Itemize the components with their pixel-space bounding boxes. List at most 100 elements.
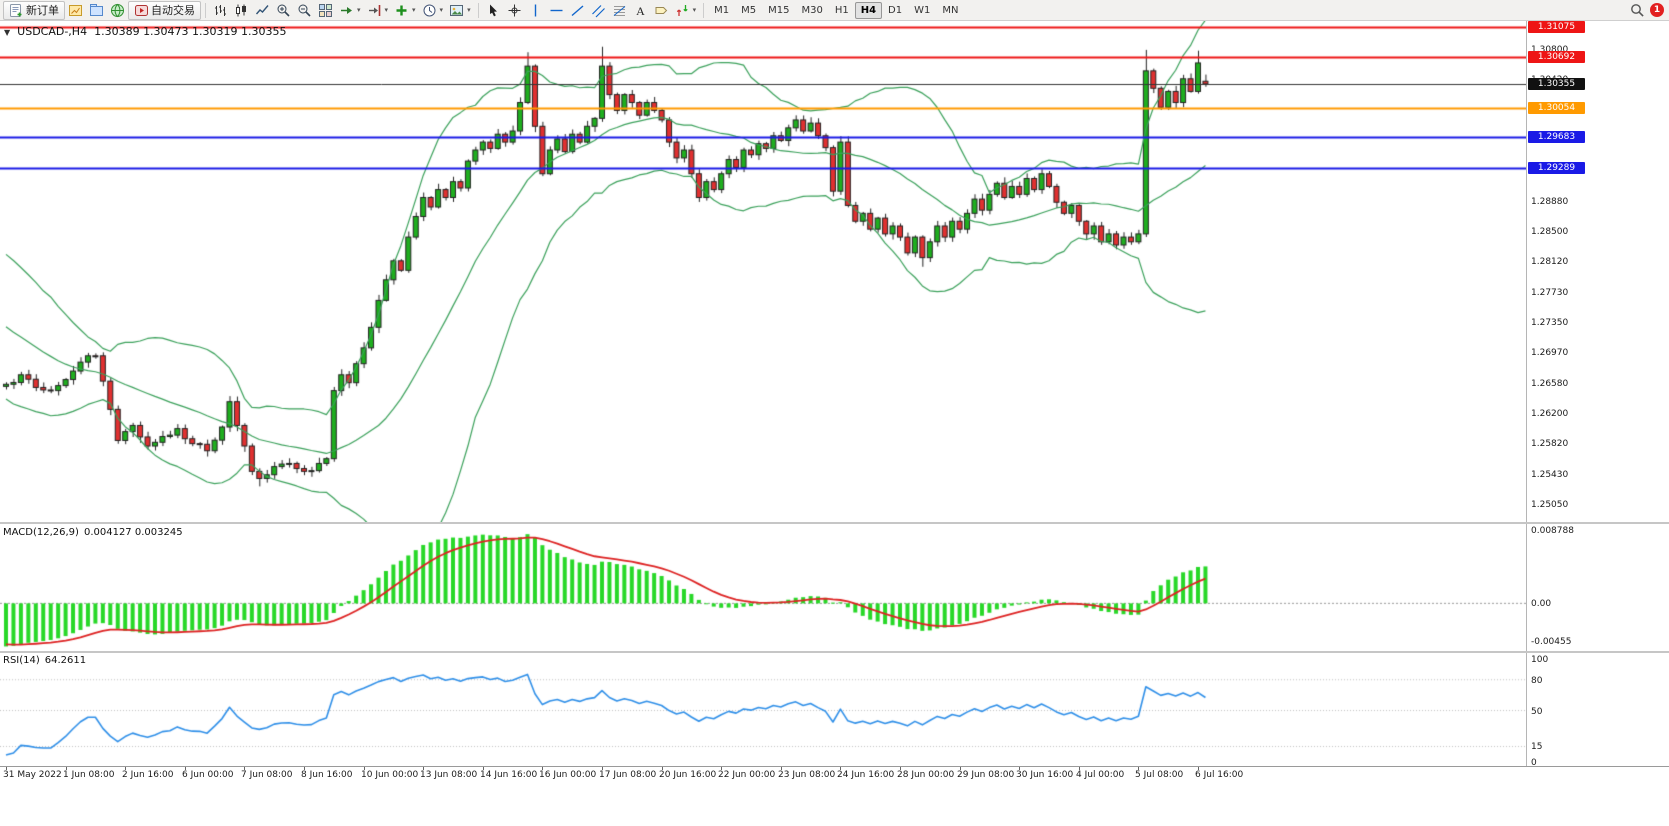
horizontal-line-button[interactable] xyxy=(546,1,567,20)
cursor-icon xyxy=(486,3,501,18)
time-axis[interactable]: 31 May 2022 1 Jun 08:00 2 Jun 16:00 6 Jun 0… xyxy=(0,767,1669,785)
timeframe-m15[interactable]: M15 xyxy=(768,4,790,16)
toolbar-separator xyxy=(703,2,705,18)
timeframe-h1[interactable]: H1 xyxy=(834,4,849,16)
timeframe-h4[interactable]: H4 xyxy=(854,1,883,19)
toolbar-separator xyxy=(205,2,206,18)
macd-values-label: 0.004127 0.003245 xyxy=(83,527,183,538)
trendline-button[interactable] xyxy=(567,1,588,20)
time-axis-label: 7 Jun 08:00 xyxy=(241,770,293,780)
time-axis-tick xyxy=(662,767,663,770)
time-axis-tick xyxy=(840,767,841,770)
time-axis-label: 6 Jun 00:00 xyxy=(182,770,234,780)
add-indicator-icon xyxy=(394,3,409,18)
crosshair-button[interactable] xyxy=(504,1,525,20)
macd-axis-label: 0.008788 xyxy=(1531,525,1574,536)
zoom-in-button[interactable] xyxy=(273,1,294,20)
cursor-button[interactable] xyxy=(483,1,504,20)
time-axis-tick xyxy=(125,767,126,770)
chart-shift-button[interactable]: ▾ xyxy=(364,1,392,20)
rsi-panel-splitter[interactable] xyxy=(0,651,1669,653)
time-axis-label: 20 Jun 16:00 xyxy=(659,770,717,780)
label-icon xyxy=(654,3,669,18)
dropdown-arrow-icon: ▾ xyxy=(357,6,361,14)
price-level-badge[interactable]: 1.29683 xyxy=(1528,131,1585,144)
rsi-axis-label: 15 xyxy=(1531,742,1543,753)
auto-scroll-button[interactable]: ▾ xyxy=(336,1,364,20)
text-button[interactable]: A xyxy=(630,1,651,20)
time-axis-label: 6 Jul 16:00 xyxy=(1195,770,1244,780)
price-axis[interactable]: 1.308001.304201.300401.296601.292801.288… xyxy=(1527,20,1669,784)
new-chart-button[interactable] xyxy=(65,1,86,20)
timeframe-d1[interactable]: D1 xyxy=(888,4,903,16)
price-level-badge[interactable]: 1.31075 xyxy=(1528,20,1585,33)
autotrading-button[interactable]: 自动交易 xyxy=(128,0,201,20)
profiles-button[interactable] xyxy=(86,1,107,20)
timeframe-m30[interactable]: M30 xyxy=(801,4,823,16)
time-axis-tick xyxy=(6,767,7,770)
search-icon[interactable] xyxy=(1630,3,1645,18)
time-axis-label: 31 May 2022 xyxy=(3,770,62,780)
bars-button[interactable] xyxy=(210,1,231,20)
svg-text:A: A xyxy=(636,4,645,18)
dropdown-arrow-icon: ▾ xyxy=(692,6,697,14)
price-axis-label: 1.28880 xyxy=(1531,196,1569,207)
new-order-button[interactable]: 新订单 xyxy=(3,0,65,20)
rsi-panel-canvas[interactable] xyxy=(0,653,1526,766)
trendline-icon xyxy=(570,3,585,18)
fibonacci-button[interactable] xyxy=(609,1,630,20)
price-level-badge[interactable]: 1.30692 xyxy=(1528,51,1585,64)
time-axis-border xyxy=(0,766,1669,767)
zoom-out-icon xyxy=(297,3,312,18)
community-button[interactable] xyxy=(107,1,128,20)
time-axis-label: 1 Jun 08:00 xyxy=(63,770,115,780)
timeframe-w1[interactable]: W1 xyxy=(914,4,931,16)
channel-icon xyxy=(591,3,606,18)
periods-icon xyxy=(422,3,437,18)
current-price-badge[interactable]: 1.30355 xyxy=(1528,77,1585,90)
macd-panel-splitter[interactable] xyxy=(0,522,1669,524)
channel-button[interactable] xyxy=(588,1,609,20)
rsi-indicator-label: RSI(14) 64.2611 xyxy=(3,655,86,666)
timeframe-m5[interactable]: M5 xyxy=(741,4,757,16)
toolbar-separator xyxy=(477,2,479,18)
price-axis-label: 1.26580 xyxy=(1531,378,1569,389)
time-axis-tick xyxy=(483,767,484,770)
arrows-button[interactable]: ▾ xyxy=(672,1,700,20)
toolbar-right-group: 1 xyxy=(1630,3,1666,18)
macd-axis-label: 0.00 xyxy=(1531,599,1552,610)
periods-button[interactable]: ▾ xyxy=(419,1,447,20)
vline-icon xyxy=(528,3,543,18)
price-axis-label: 1.25430 xyxy=(1531,469,1569,480)
price-axis-label: 1.27730 xyxy=(1531,287,1569,298)
time-axis-label: 24 Jun 16:00 xyxy=(837,770,895,780)
arrow-label-button[interactable] xyxy=(651,1,672,20)
indicators-button[interactable]: ▾ xyxy=(391,1,419,20)
rsi-axis-label: 100 xyxy=(1531,655,1549,666)
new-order-button-label: 新订单 xyxy=(26,4,59,17)
profiles-icon xyxy=(89,3,104,18)
rsi-axis-label: 0 xyxy=(1531,757,1537,768)
candlesticks-button[interactable] xyxy=(231,1,252,20)
price-axis-label: 1.28500 xyxy=(1531,226,1569,237)
price-chart-canvas[interactable] xyxy=(0,21,1526,522)
zoom-out-button[interactable] xyxy=(294,1,315,20)
price-level-badge[interactable]: 1.30054 xyxy=(1528,101,1585,114)
timeframe-m1[interactable]: M1 xyxy=(714,4,730,16)
time-axis-label: 29 Jun 08:00 xyxy=(957,770,1015,780)
notification-badge[interactable]: 1 xyxy=(1650,3,1664,17)
price-axis-label: 1.28120 xyxy=(1531,256,1569,267)
time-axis-tick xyxy=(542,767,543,770)
time-axis-label: 23 Jun 08:00 xyxy=(778,770,836,780)
tile-windows-button[interactable] xyxy=(315,1,336,20)
macd-panel-canvas[interactable] xyxy=(0,524,1526,651)
templates-button[interactable]: ▾ xyxy=(446,1,474,20)
vertical-line-button[interactable] xyxy=(525,1,546,20)
hline-icon xyxy=(549,3,564,18)
price-level-badge[interactable]: 1.29289 xyxy=(1528,162,1585,175)
quote-panel-toggle-icon[interactable]: ▼ xyxy=(4,28,11,37)
line-chart-button[interactable] xyxy=(252,1,273,20)
timeframe-mn[interactable]: MN xyxy=(942,4,959,16)
price-axis-label: 1.25820 xyxy=(1531,438,1569,449)
